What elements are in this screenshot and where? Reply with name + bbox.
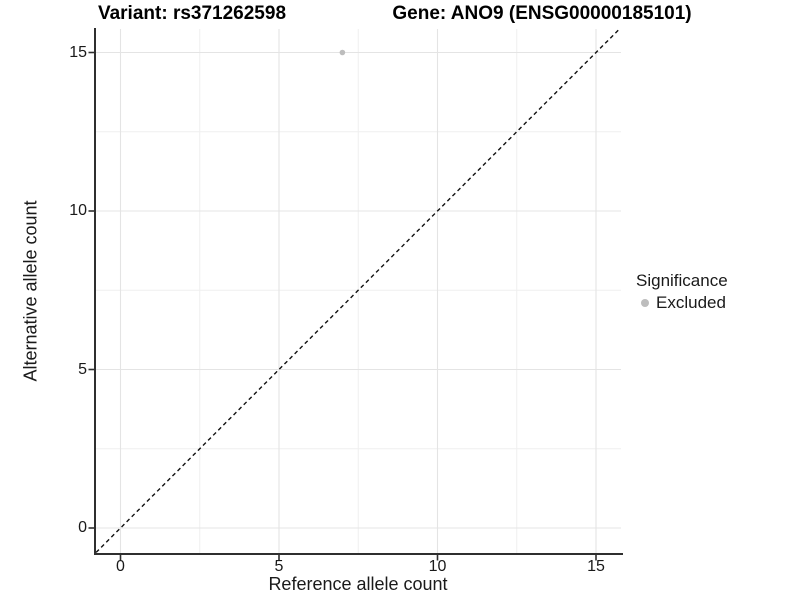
x-tick-label: 5 <box>274 558 284 575</box>
plot-panel <box>88 27 623 561</box>
plot-title-variant: Variant: rs371262598 <box>97 3 287 24</box>
y-tick-label: 10 <box>69 202 87 219</box>
y-axis-title: Alternative allele count <box>20 200 41 382</box>
y-tick-label: 5 <box>78 360 87 378</box>
y-tick-label: 0 <box>78 519 87 536</box>
legend-item-label: Excluded <box>656 292 726 312</box>
legend-point-icon <box>641 298 649 307</box>
y-tick-label: 15 <box>69 43 87 61</box>
plot-title-gene: Gene: ANO9 (ENSG00000185101) <box>392 3 692 24</box>
identity-reference-line <box>95 27 621 553</box>
data-point <box>339 49 346 56</box>
legend-title: Significance <box>636 271 728 290</box>
x-tick-label: 10 <box>428 558 447 575</box>
x-axis-title: Reference allele count <box>268 574 448 594</box>
x-tick-label: 15 <box>587 558 605 575</box>
legend-key <box>636 298 654 307</box>
legend-item-excluded: Excluded <box>636 292 728 313</box>
legend: Significance Excluded <box>636 270 728 313</box>
x-tick-label: 0 <box>116 558 125 575</box>
